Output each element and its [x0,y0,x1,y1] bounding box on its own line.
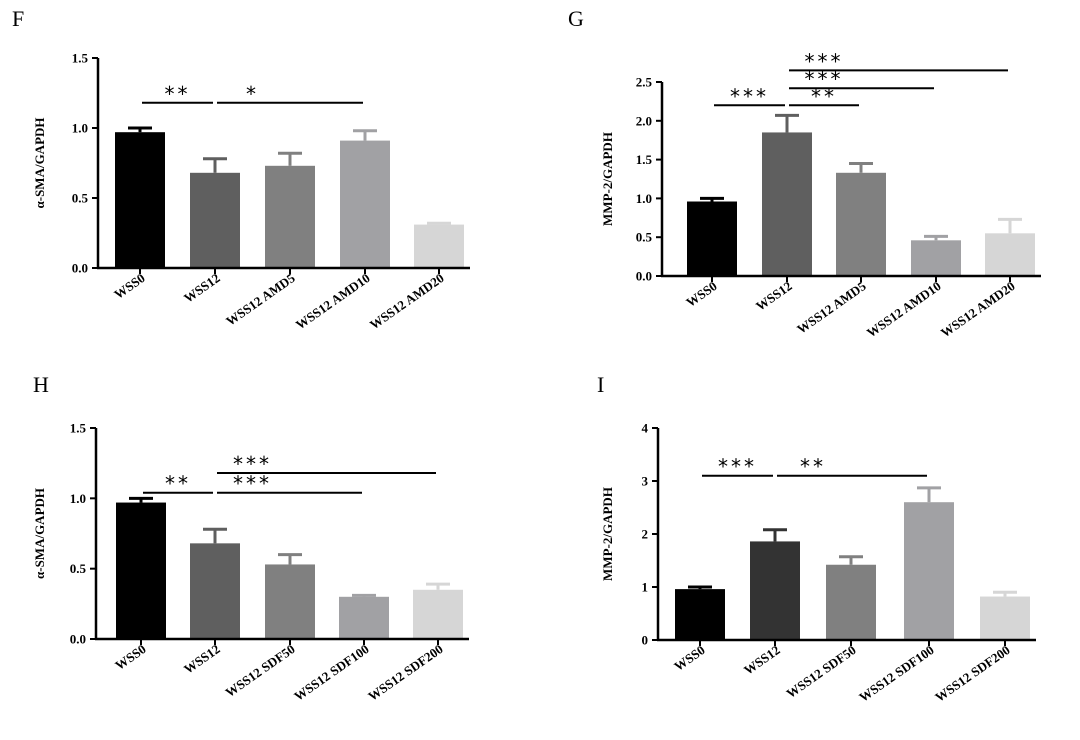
x-tick-label: WSS12 SDF50 [223,641,298,700]
bar-3 [836,172,886,276]
x-tick-label: WSS12 AMD20 [938,278,1018,340]
significance-stars: *** [718,455,757,479]
y-tick-label: 0.0 [72,261,88,276]
x-tick-label: WSS0 [683,278,719,310]
y-tick-label: 1.0 [636,191,652,206]
panel-label: G [568,6,584,31]
significance-stars: ** [165,82,191,106]
bar-4 [911,240,961,276]
y-tick-label: 2.0 [636,113,652,128]
bar-3 [826,564,876,640]
x-tick-label: WSS12 SDF100 [856,642,937,705]
x-tick-label: WSS12 AMD10 [293,270,373,332]
bar-5 [985,233,1035,276]
y-tick-label: 3 [642,474,649,489]
y-tick-label: 1.0 [72,121,88,136]
x-tick-label: WSS0 [112,641,148,673]
x-tick-label: WSS12 [181,270,223,305]
significance-stars: ** [165,472,191,496]
y-tick-label: 1.5 [636,152,653,167]
y-tick-label: 1.5 [70,421,87,436]
bar-4 [339,596,389,639]
bar-1 [116,502,166,639]
bar-4 [904,502,954,640]
bar-3 [265,564,315,639]
y-tick-label: 1 [642,580,649,595]
significance-stars: *** [233,472,272,496]
significance-stars: *** [233,452,272,476]
x-tick-label: WSS0 [111,270,147,302]
y-tick-label: 0.5 [70,561,87,576]
significance-stars: ** [811,84,837,108]
y-tick-label: 0.0 [70,632,86,647]
bar-2 [762,132,812,276]
bar-1 [675,589,725,640]
x-tick-label: WSS12 SDF100 [291,641,372,704]
bar-2 [750,541,800,640]
x-tick-label: WSS12 SDF50 [784,642,859,701]
x-tick-label: WSS0 [671,642,707,674]
x-tick-label: WSS12 AMD5 [794,278,869,337]
significance-stars: * [246,82,259,106]
x-tick-label: WSS12 [753,278,795,313]
bar-2 [190,172,240,268]
bar-5 [980,596,1030,640]
x-tick-label: WSS12 SDF200 [365,641,446,704]
y-tick-label: 2 [642,527,649,542]
panel-label: F [12,6,24,31]
bar-2 [190,543,240,639]
y-axis-label: α-SMA/GAPDH [32,117,47,208]
y-tick-label: 4 [642,421,649,436]
x-tick-label: WSS12 AMD20 [367,270,447,332]
significance-stars: *** [730,84,769,108]
bar-1 [687,201,737,276]
y-tick-label: 0.5 [636,230,653,245]
bar-5 [414,224,464,268]
y-tick-label: 0 [642,633,649,648]
y-axis-label: α-SMA/GAPDH [32,488,47,579]
x-tick-label: WSS12 [741,642,783,677]
y-tick-label: 1.0 [70,491,86,506]
bar-4 [340,140,390,268]
y-axis-label: MMP-2/GAPDH [600,132,615,226]
panel-label: I [597,372,604,397]
x-tick-label: WSS12 [181,641,223,676]
x-tick-label: WSS12 AMD5 [223,270,298,329]
panel-label: H [33,372,49,397]
significance-stars: ** [800,455,826,479]
y-tick-label: 2.5 [636,75,653,90]
significance-stars: *** [805,49,844,73]
bar-1 [115,132,165,268]
x-tick-label: WSS12 AMD10 [864,278,944,340]
bar-5 [413,589,463,639]
y-tick-label: 0.0 [636,269,652,284]
bar-3 [265,165,315,268]
y-axis-label: MMP-2/GAPDH [600,487,615,581]
x-tick-label: WSS12 SDF200 [932,642,1013,705]
y-tick-label: 0.5 [72,191,89,206]
y-tick-label: 1.5 [72,51,89,66]
